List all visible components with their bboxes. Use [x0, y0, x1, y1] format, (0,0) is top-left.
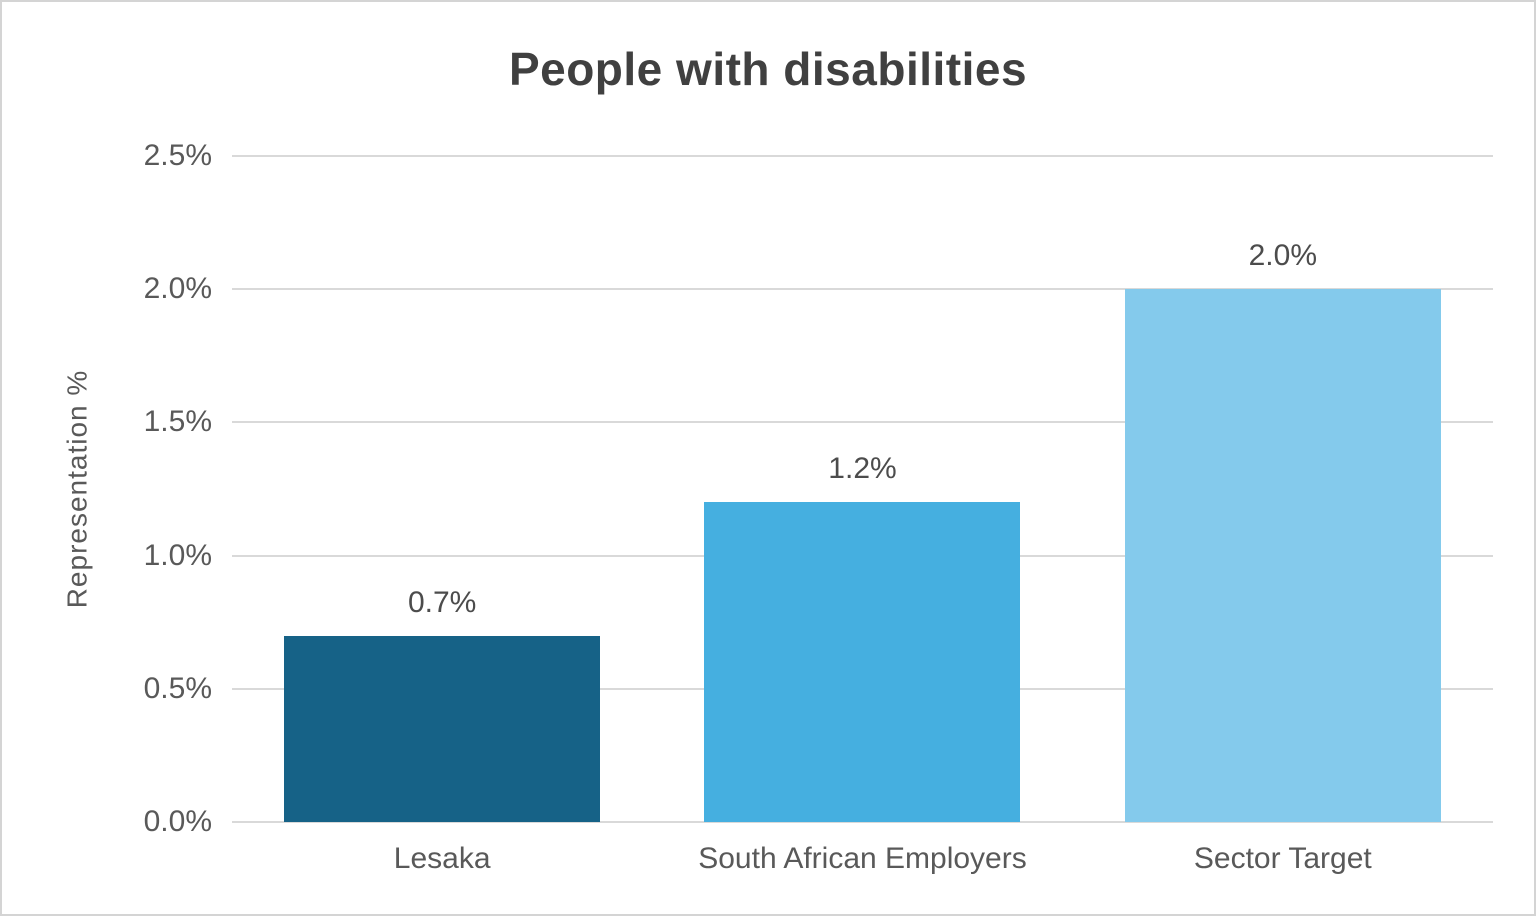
y-tick-label: 0.5%: [143, 671, 212, 705]
y-tick-label: 0.0%: [143, 805, 212, 838]
x-category-label: South African Employers: [698, 842, 1027, 875]
bar-slot-lesaka: 0.7%: [232, 156, 652, 822]
bar-value-label: 1.2%: [828, 452, 897, 486]
x-axis-labels: Lesaka South African Employers Sector Targ…: [232, 842, 1493, 876]
y-tick-label: 2.5%: [143, 139, 212, 172]
bar-slot-south-african-employers: 1.2%: [652, 156, 1072, 822]
gridline: [232, 821, 1493, 823]
gridline: [232, 421, 1493, 424]
bar-value-label: 2.0%: [1248, 239, 1318, 273]
bar-sector-target: [1124, 289, 1441, 822]
chart-title: People with disabilities: [508, 43, 1028, 95]
bar-slot-sector-target: 2.0%: [1073, 156, 1493, 822]
x-category-label: Sector Target: [1193, 842, 1372, 875]
bar-slots: 0.7% 1.2% 2.0%: [232, 156, 1493, 822]
x-category-label: Lesaka: [393, 842, 491, 875]
gridline: [232, 288, 1493, 291]
bar-lesaka: [284, 635, 601, 822]
gridline: [232, 155, 1493, 157]
y-tick-label: 1.5%: [143, 405, 212, 439]
y-tick-label: 2.0%: [143, 272, 212, 306]
y-axis-ticks: 0.0% 0.5% 1.0% 1.5% 2.0% 2.5%: [2, 139, 212, 838]
bar-south-african-employers: [704, 502, 1021, 822]
plot-area: 0.7% 1.2% 2.0%: [232, 155, 1493, 823]
bar-value-label: 0.7%: [407, 585, 477, 619]
y-tick-label: 1.0%: [143, 538, 212, 572]
